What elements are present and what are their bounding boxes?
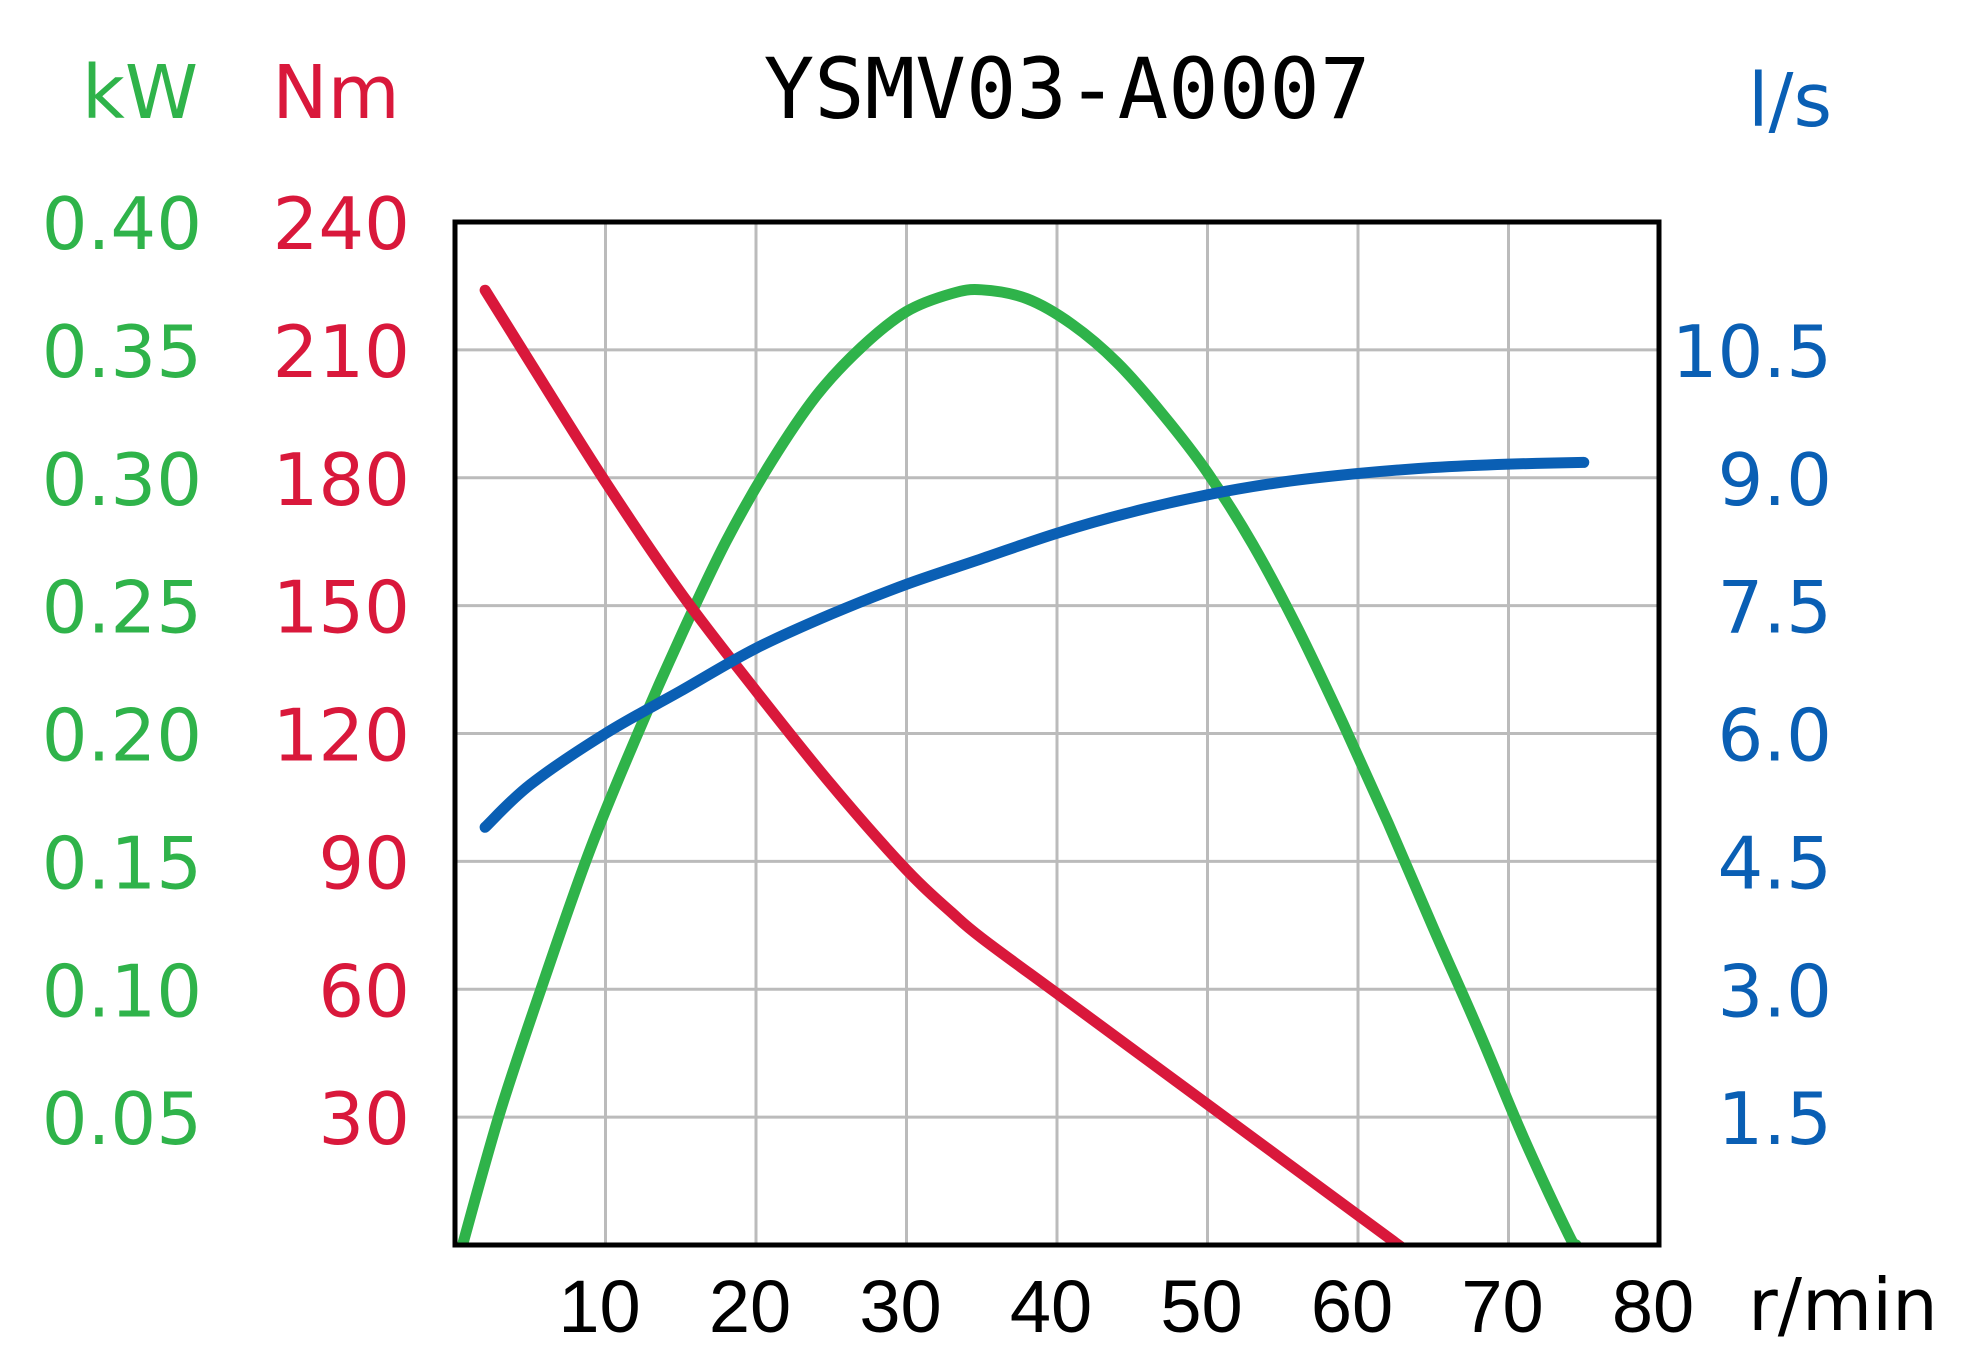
plot-frame — [452, 219, 1662, 1248]
torque-tick-label: 150 — [273, 566, 410, 650]
x-axis-label: r/min — [1748, 1263, 1938, 1345]
power-tick-label: 0.05 — [42, 1077, 202, 1161]
torque-tick-label: 60 — [318, 949, 410, 1033]
flow-tick-label: 6.0 — [1717, 694, 1832, 778]
torque-tick-label: 90 — [318, 821, 410, 905]
torque-tick-label: 240 — [273, 182, 410, 266]
chart-title: YSMV03-A0007 — [764, 40, 1371, 138]
x-tick-label: 40 — [1010, 1265, 1092, 1345]
flow-tick-label: 9.0 — [1717, 438, 1832, 522]
flow-tick-label: 10.5 — [1672, 310, 1832, 394]
power-tick-label: 0.25 — [42, 566, 202, 650]
power-curve — [457, 284, 1582, 1245]
torque-tick-label: 210 — [273, 310, 410, 394]
x-tick-label: 60 — [1311, 1265, 1393, 1345]
torque-tick-label: 180 — [273, 438, 410, 522]
x-tick-label: 10 — [558, 1265, 640, 1345]
x-tick-label: 70 — [1461, 1265, 1543, 1345]
series-lines — [457, 284, 1590, 1245]
power-tick-label: 0.20 — [42, 694, 202, 778]
flow-tick-label: 4.5 — [1717, 821, 1832, 905]
power-tick-label: 0.15 — [42, 821, 202, 905]
x-tick-label: 20 — [709, 1265, 791, 1345]
power-tick-label: 0.10 — [42, 949, 202, 1033]
power-tick-label: 0.35 — [42, 310, 202, 394]
torque-curve — [479, 284, 1408, 1245]
flow-curve — [479, 456, 1590, 833]
axis-labels: 10 20 30 40 50 60 70 80 0.05 0.10 0.15 0.20 0.25 0.30… — [42, 182, 1832, 1348]
flow-tick-label: 1.5 — [1717, 1077, 1832, 1161]
power-tick-label: 0.30 — [42, 438, 202, 522]
x-tick-label: 30 — [859, 1265, 941, 1345]
torque-tick-label: 120 — [273, 694, 410, 778]
x-tick-label: 50 — [1160, 1265, 1242, 1345]
flow-tick-label: 3.0 — [1717, 949, 1832, 1033]
torque-tick-label: 30 — [318, 1077, 410, 1161]
x-tick-label: 80 — [1612, 1265, 1694, 1345]
torque-unit-label: Nm — [272, 50, 399, 136]
power-unit-label: kW — [82, 50, 198, 136]
flow-unit-label: l/s — [1748, 58, 1832, 144]
grid-lines — [455, 222, 1659, 1245]
power-tick-label: 0.40 — [42, 182, 202, 266]
flow-tick-label: 7.5 — [1717, 566, 1832, 650]
